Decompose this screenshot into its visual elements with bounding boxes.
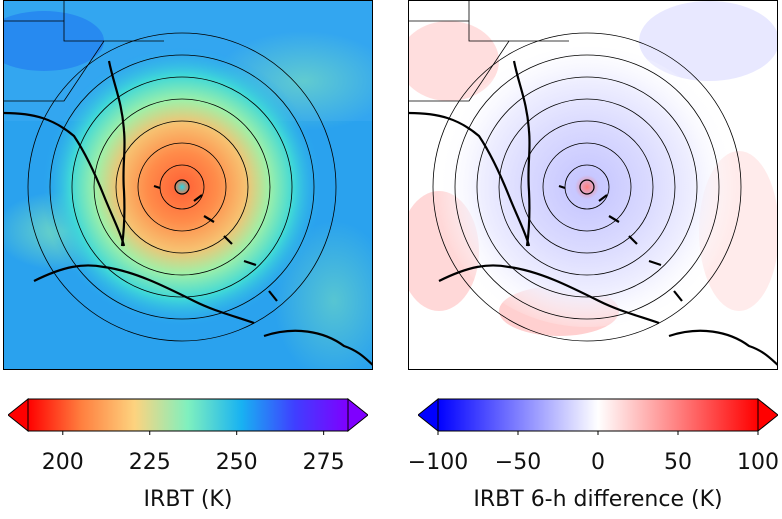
colorbar-tick-label: 100 [737, 450, 779, 475]
colorbar-tick-label: 225 [128, 450, 171, 475]
range-ring [115, 120, 249, 254]
range-ring [137, 142, 227, 232]
colorbar-tick-label: −100 [407, 450, 469, 475]
storm-cloud-shield [32, 47, 332, 327]
colorbar-tick-label: 50 [664, 450, 692, 475]
irbt-difference-map-panel [408, 0, 778, 370]
storm-difference-field [437, 47, 737, 327]
range-ring [71, 76, 293, 298]
irbt-colorbar-label: IRBT (K) [143, 487, 233, 512]
storm-eye [579, 179, 595, 195]
range-rings [27, 32, 337, 342]
colorbar-tick-label: −50 [494, 450, 542, 475]
colorbar-extend-high [757, 397, 778, 433]
state-borders [409, 1, 569, 102]
range-ring [542, 142, 632, 232]
range-ring [49, 54, 315, 320]
range-ring [520, 120, 654, 254]
range-ring [432, 32, 742, 342]
colorbar-tick-label: 200 [41, 450, 84, 475]
colorbar-extend-low [8, 397, 29, 433]
colorbar-body [27, 398, 349, 432]
coastlines [409, 60, 777, 366]
range-rings [432, 32, 742, 342]
irbt-difference-map-svg [409, 1, 777, 369]
irbt-difference-colorbar-label: IRBT 6-h difference (K) [473, 487, 723, 512]
colorbar-extend-low [418, 397, 439, 433]
storm-eye [174, 179, 190, 195]
range-ring [27, 32, 337, 342]
range-ring [498, 98, 676, 276]
irbt-map-svg [4, 1, 372, 369]
colorbar-extend-high [347, 397, 368, 433]
range-ring [476, 76, 698, 298]
colorbar-tick-label: 0 [591, 450, 605, 475]
range-ring [93, 98, 271, 276]
coastlines [4, 60, 372, 366]
range-ring [454, 54, 720, 320]
irbt-map-panel [3, 0, 373, 370]
colorbar-tick-label: 275 [302, 450, 345, 475]
irbt-colorbar [8, 397, 368, 435]
colorbar-tick-label: 250 [215, 450, 258, 475]
colorbar-body [437, 398, 759, 432]
irbt-difference-colorbar [418, 397, 778, 435]
state-borders [4, 1, 164, 102]
